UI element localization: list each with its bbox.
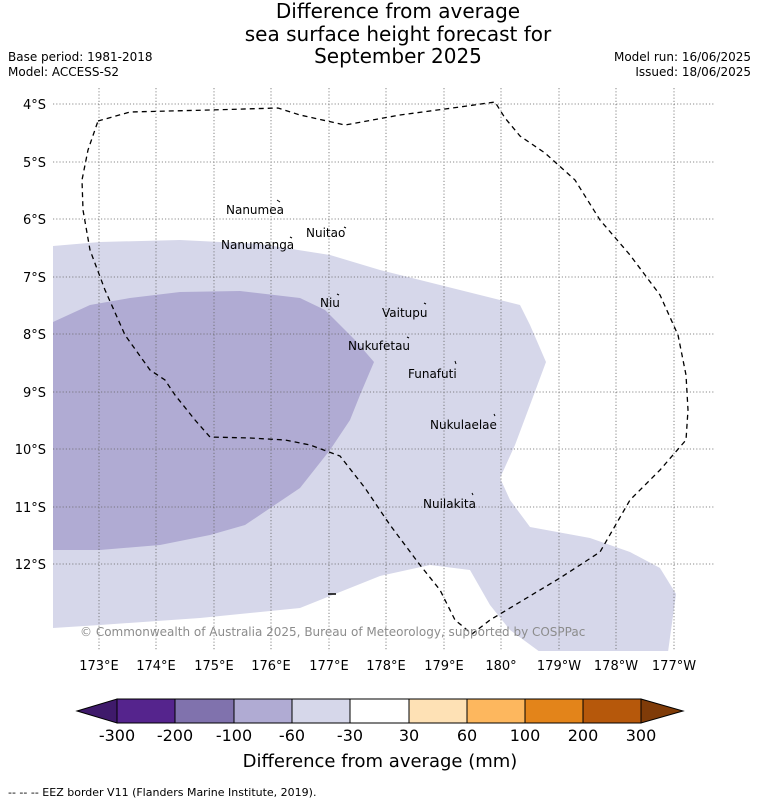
issued-text: Issued: 18/06/2025 bbox=[635, 65, 751, 79]
colorbar-label-6: 30 bbox=[399, 726, 419, 745]
colorbar-label-5: -30 bbox=[337, 726, 363, 745]
lat-tick-4s: 4°S bbox=[23, 98, 46, 113]
place-funafuti: Funafuti bbox=[408, 367, 457, 381]
title-line-2: sea surface height forecast for bbox=[244, 21, 552, 46]
place-nukufetau: Nukufetau bbox=[348, 339, 410, 353]
lon-tick-177w: 177°W bbox=[652, 659, 696, 674]
colorbar-extend-high bbox=[640, 698, 685, 724]
lat-tick-9s: 9°S bbox=[23, 386, 46, 401]
eez-footnote: -- -- -- EEZ border V11 (Flanders Marine… bbox=[8, 786, 317, 799]
base-period-text: Base period: 1981-2018 bbox=[8, 50, 153, 64]
colorbar bbox=[75, 698, 685, 724]
lon-tick-173e: 173°E bbox=[79, 659, 119, 674]
lon-tick-179e: 179°E bbox=[424, 659, 464, 674]
place-niu: Niu bbox=[320, 296, 340, 310]
colorbar-label-7: 60 bbox=[457, 726, 477, 745]
colorbar-segment-8 bbox=[524, 698, 584, 724]
eez-border bbox=[81, 101, 689, 635]
colorbar-label-8: 100 bbox=[510, 726, 541, 745]
lat-tick-6s: 6°S bbox=[23, 213, 46, 228]
place-nuilakita: Nuilakita bbox=[423, 497, 476, 511]
place-vaitupu: Vaitupu bbox=[382, 306, 428, 320]
lon-tick-175e: 175°E bbox=[194, 659, 234, 674]
chart-title: Difference from average sea surface heig… bbox=[0, 0, 758, 68]
colorbar-label-10: 300 bbox=[626, 726, 657, 745]
title-line-3: September 2025 bbox=[314, 44, 482, 68]
colorbar-segment-6 bbox=[408, 698, 468, 724]
colorbar-segment-7 bbox=[466, 698, 526, 724]
lon-tick-176e: 176°E bbox=[251, 659, 291, 674]
meta-left: Base period: 1981-2018 Model: ACCESS-S2 bbox=[8, 50, 153, 80]
map-plot-area: Nanumea Nuitao Nanumanga Niu Vaitupu Nuk… bbox=[53, 88, 715, 651]
colorbar-extend-low bbox=[75, 698, 118, 724]
colorbar-label-1: -300 bbox=[99, 726, 135, 745]
lon-tick-177e: 177°E bbox=[309, 659, 349, 674]
colorbar-title: Difference from average (mm) bbox=[243, 751, 518, 772]
colorbar-segment-9 bbox=[582, 698, 642, 724]
colorbar-segment-5 bbox=[349, 698, 410, 724]
colorbar-label-9: 200 bbox=[568, 726, 599, 745]
meta-right: Model run: 16/06/2025 Issued: 18/06/2025 bbox=[614, 50, 751, 80]
colorbar-labels: -300 -200 -100 -60 -30 30 60 100 200 300 bbox=[99, 726, 656, 745]
place-nanumea: Nanumea bbox=[226, 203, 284, 217]
copyright-text: © Commonwealth of Australia 2025, Bureau… bbox=[80, 625, 585, 639]
lon-tick-179w: 179°W bbox=[537, 659, 581, 674]
lat-tick-8s: 8°S bbox=[23, 328, 46, 343]
lat-tick-12s: 12°S bbox=[15, 558, 46, 573]
place-nuitao: Nuitao bbox=[306, 226, 345, 240]
colorbar-label-3: -100 bbox=[216, 726, 252, 745]
colorbar-segment-1 bbox=[116, 698, 176, 724]
islands bbox=[276, 199, 496, 595]
lat-tick-11s: 11°S bbox=[15, 501, 46, 516]
colorbar-segment-3 bbox=[233, 698, 293, 724]
anomaly-region-medium bbox=[53, 291, 374, 550]
lat-tick-7s: 7°S bbox=[23, 271, 46, 286]
lon-tick-178e: 178°E bbox=[366, 659, 406, 674]
lat-tick-10s: 10°S bbox=[15, 443, 46, 458]
model-text: Model: ACCESS-S2 bbox=[8, 65, 120, 79]
colorbar-label-2: -200 bbox=[157, 726, 193, 745]
lon-tick-178w: 178°W bbox=[594, 659, 638, 674]
lat-tick-labels: 4°S 5°S 6°S 7°S 8°S 9°S 10°S 11°S 12°S bbox=[15, 98, 46, 573]
title-line-1: Difference from average bbox=[275, 0, 521, 23]
place-nukulaelae: Nukulaelae bbox=[430, 418, 497, 432]
place-nanumanga: Nanumanga bbox=[221, 238, 294, 252]
lon-tick-180: 180° bbox=[485, 659, 516, 674]
grid bbox=[53, 88, 715, 651]
model-run-text: Model run: 16/06/2025 bbox=[613, 50, 751, 64]
colorbar-segment-2 bbox=[174, 698, 235, 724]
lat-tick-5s: 5°S bbox=[23, 156, 46, 171]
lon-tick-174e: 174°E bbox=[136, 659, 176, 674]
colorbar-label-4: -60 bbox=[279, 726, 305, 745]
lon-tick-labels: 173°E 174°E 175°E 176°E 177°E 178°E 179°… bbox=[79, 659, 696, 674]
colorbar-segment-4 bbox=[291, 698, 351, 724]
